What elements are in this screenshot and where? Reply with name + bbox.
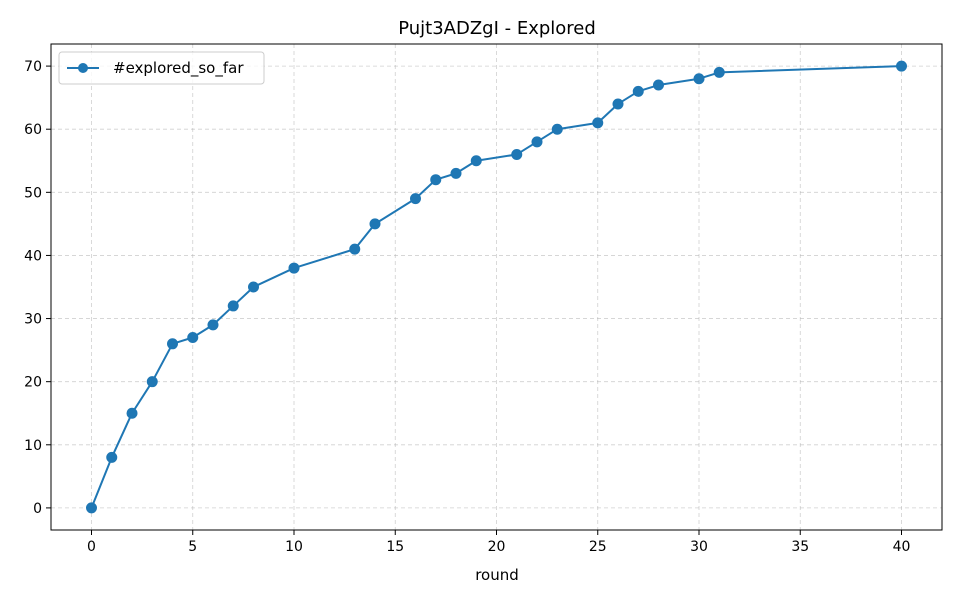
data-point (410, 193, 421, 205)
data-point (187, 331, 199, 343)
data-point (227, 300, 239, 312)
legend-label: #explored_so_far (113, 59, 244, 78)
data-point (693, 73, 705, 85)
x-tick-label: 30 (690, 539, 708, 555)
data-point (146, 376, 158, 388)
data-point (632, 85, 644, 97)
y-tick-label: 50 (24, 185, 42, 201)
data-point (551, 123, 563, 135)
data-point (531, 136, 543, 148)
y-tick-label: 0 (33, 501, 42, 517)
data-point (896, 60, 907, 72)
data-point (288, 262, 300, 274)
y-tick-label: 30 (24, 312, 42, 328)
data-point (106, 451, 118, 463)
data-point (167, 338, 178, 350)
data-point (248, 281, 259, 293)
data-point (470, 155, 482, 167)
data-point (592, 117, 604, 129)
legend: #explored_so_far (58, 51, 265, 85)
data-point (86, 502, 97, 514)
data-point (450, 167, 462, 179)
data-point (349, 243, 361, 255)
x-tick-label: 35 (791, 539, 809, 555)
data-point (612, 98, 624, 110)
data-point (369, 218, 381, 230)
y-tick-label: 40 (24, 248, 42, 264)
data-point (430, 174, 442, 186)
y-tick-label: 70 (24, 59, 42, 75)
data-point (713, 66, 725, 78)
legend-marker-swatch (78, 63, 88, 73)
x-axis-label: round (475, 566, 519, 584)
chart-title: Pujt3ADZgI - Explored (398, 18, 596, 39)
series-layer (86, 60, 907, 514)
x-tick-label: 10 (285, 539, 303, 555)
data-point (126, 407, 138, 419)
x-tick-label: 25 (589, 539, 607, 555)
legend-box (58, 51, 265, 85)
y-tick-label: 60 (24, 122, 42, 138)
grid-layer (51, 44, 942, 530)
x-tick-label: 40 (893, 539, 911, 555)
x-tick-label: 20 (488, 539, 506, 555)
axes-layer: 0 5 10 15 20 25 30 35 40 0 10 20 30 40 50 60 70 (24, 43, 943, 555)
y-tick-label: 20 (24, 375, 42, 391)
x-tick-label: 5 (188, 539, 197, 555)
data-point (653, 79, 664, 91)
x-tick-label: 0 (87, 539, 96, 555)
y-tick-label: 10 (24, 438, 42, 454)
data-point (511, 148, 523, 160)
x-tick-label: 15 (386, 539, 404, 555)
data-point (207, 319, 219, 331)
